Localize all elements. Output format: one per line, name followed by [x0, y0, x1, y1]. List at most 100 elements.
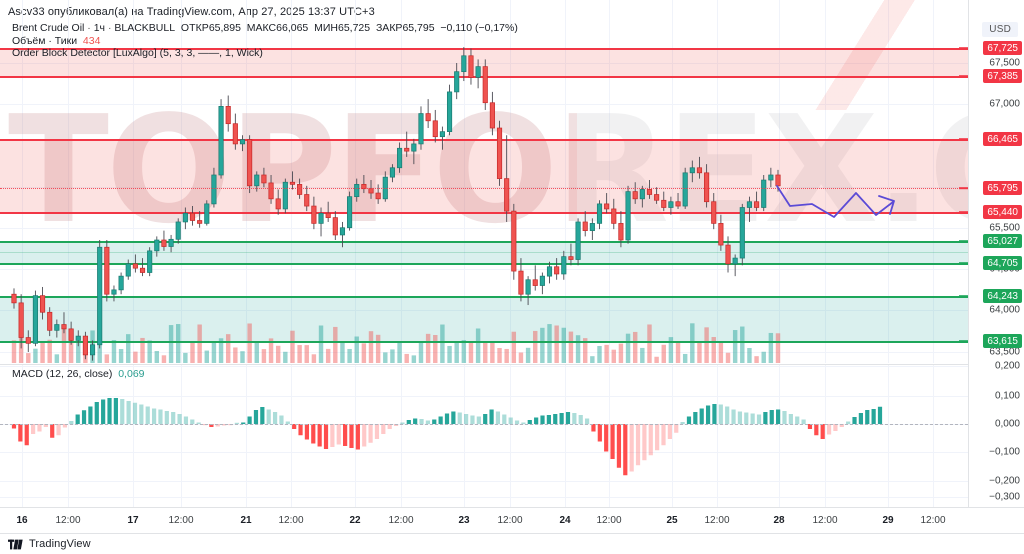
price-level-tick [959, 240, 968, 242]
macd-bar [425, 420, 430, 424]
macd-axis-tick: −0,200 [989, 475, 1020, 487]
macd-bar [801, 419, 806, 424]
candlestick [582, 211, 588, 237]
volume-bar [390, 349, 395, 363]
volume-bar [354, 336, 359, 363]
price-level-badge[interactable]: 65,027 [983, 234, 1022, 248]
price-axis[interactable]: USD 67,50067,00066,00065,50064,50064,000… [968, 0, 1024, 507]
pane-separator[interactable] [0, 364, 1024, 365]
candlestick [496, 120, 503, 186]
price-level-badge[interactable]: 67,385 [983, 69, 1022, 83]
legend-volume-row[interactable]: Объём · Тики 434 [12, 35, 518, 48]
macd-bar [304, 424, 310, 440]
macd-axis-tick: −0,300 [989, 491, 1020, 503]
macd-legend-row[interactable]: MACD (12, 26, close) 0,069 [12, 368, 145, 381]
macd-pane[interactable] [0, 365, 968, 507]
candlestick [268, 174, 274, 204]
macd-bar [534, 417, 539, 424]
candlestick [482, 59, 488, 110]
candlestick [197, 211, 203, 228]
volume-bar [418, 342, 424, 363]
grid-line-v [565, 0, 566, 363]
volume-bar [568, 331, 574, 363]
macd-bar [616, 424, 622, 468]
price-level-badge[interactable]: 65,795 [983, 181, 1022, 195]
price-level-badge[interactable]: 67,725 [983, 41, 1022, 55]
macd-bar [451, 411, 456, 424]
candlestick [504, 135, 510, 222]
macd-bar [164, 411, 169, 424]
candlestick [311, 196, 317, 230]
macd-bar [839, 424, 844, 427]
legend-interval[interactable]: 1ч [93, 22, 106, 34]
candlestick [639, 185, 645, 208]
legend-low-label: МИН [314, 22, 338, 34]
volume-bar [504, 348, 509, 363]
mid-red-block[interactable] [0, 139, 968, 212]
tradingview-logo[interactable]: TradingView [8, 538, 91, 550]
macd-bar [132, 402, 138, 424]
price-level-badge[interactable]: 64,705 [983, 256, 1022, 270]
volume-bar [347, 348, 352, 363]
macd-bar [37, 424, 42, 432]
candlestick [347, 191, 353, 231]
volume-bar [754, 356, 759, 363]
time-axis[interactable]: 16 12:00 17 12:00 21 12:00 22 12:00 23 12:00 24 12:… [0, 507, 1024, 533]
volume-bar [697, 341, 702, 363]
candlestick [689, 160, 695, 183]
candlestick [389, 164, 395, 183]
grid-line-h [0, 310, 968, 311]
macd-bar [101, 399, 106, 424]
macd-bar [311, 424, 316, 444]
volume-bar [604, 344, 609, 363]
grid-line-v [68, 0, 69, 363]
macd-bar [846, 421, 851, 424]
candlestick [596, 200, 603, 230]
candlestick [439, 126, 445, 150]
price-level-badge[interactable]: 63,615 [983, 334, 1022, 348]
macd-bar [877, 406, 883, 424]
volume-bar [540, 327, 545, 363]
macd-bar [833, 424, 838, 431]
candlestick-series[interactable] [0, 0, 968, 363]
macd-bar [126, 401, 131, 424]
volume-bar [518, 352, 524, 363]
volume-bar [168, 325, 174, 363]
macd-bar [50, 424, 55, 438]
volume-bar [68, 336, 74, 363]
macd-bar [171, 412, 176, 424]
legend-indicator-row[interactable]: Order Block Detector [LuxAlgo] (5, 3, 3,… [12, 47, 263, 60]
macd-bar [584, 418, 590, 424]
legend-symbol-row[interactable]: Brent Crude Oil · 1ч · BLACKBULL ОТКР65,… [12, 22, 518, 34]
grid-line-v [888, 0, 889, 363]
macd-bar [279, 415, 284, 424]
volume-bar [468, 342, 474, 363]
grid-line-v [22, 0, 23, 363]
projection-polyline [776, 185, 894, 218]
price-level-badge[interactable]: 65,440 [983, 205, 1022, 219]
candlestick [125, 259, 131, 280]
volume-bar [675, 342, 681, 363]
macd-histogram[interactable] [0, 365, 968, 507]
volume-bar [54, 354, 60, 363]
candlestick [161, 230, 167, 251]
macd-bar [362, 424, 367, 447]
legend-symbol[interactable]: Brent Crude Oil [12, 22, 85, 34]
macd-bar [177, 414, 182, 424]
grid-line-v [825, 365, 826, 507]
forecast-zigzag-arrow[interactable] [0, 0, 968, 363]
price-level-badge[interactable]: 64,243 [983, 289, 1022, 303]
macd-bar [788, 414, 793, 424]
macd-bar [502, 414, 507, 424]
price-level-tick [959, 138, 968, 140]
grid-line-h [0, 452, 968, 453]
volume-bar [597, 345, 602, 363]
lower-green-block[interactable] [0, 296, 968, 341]
volume-bar [111, 340, 117, 363]
volume-bar [554, 325, 559, 363]
macd-bar [438, 416, 443, 424]
price-axis-tick: 67,000 [989, 98, 1020, 110]
price-level-badge[interactable]: 66,465 [983, 132, 1022, 146]
macd-bar [597, 424, 602, 442]
